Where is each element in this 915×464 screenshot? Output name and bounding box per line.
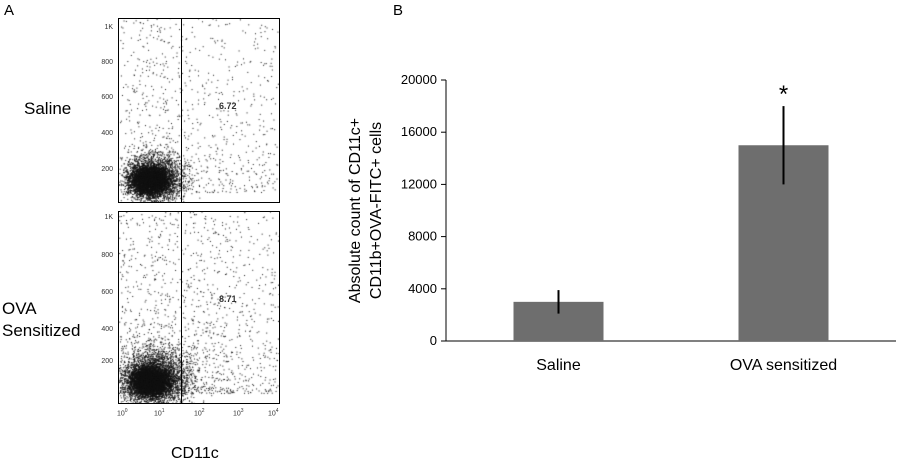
flow-x-axis-label: CD11c [171,445,219,462]
row-label-ova: OVA Sensitized [2,298,80,342]
y-tick-label: 8000 [408,229,437,244]
flow1-ytick: 200 [101,166,113,173]
flow-plot-saline: 6.72 [118,18,280,203]
row-label-line: Saline [24,99,72,118]
flow-plot-ova: 8.71 [118,211,280,404]
flow-scatter-saline [119,19,279,202]
flow1-ytick: 800 [101,59,113,66]
category-label: Saline [536,357,581,374]
flow-xtick: 102 [194,408,205,418]
flow2-ytick: 600 [101,289,113,296]
flow2-ytick: 800 [101,252,113,259]
bar-chart: 0 4000 8000 12000 16000 20000 Absolute count o… [347,72,896,374]
flow-xtick: 101 [154,408,165,418]
panel-a-letter: A [4,2,15,19]
flow-xtick: 104 [268,408,279,418]
y-tick-label: 20000 [401,72,437,87]
flow-xtick: 100 [117,408,128,418]
row-label-line: OVA [2,299,37,318]
gate-line [181,19,182,202]
y-tick-label: 12000 [401,176,437,191]
flow2-ytick: 1K [104,214,113,221]
flow1-ytick: 1K [104,24,113,31]
category-label: OVA sensitized [730,357,837,374]
gate-percent-saline: 6.72 [219,101,237,111]
gate-percent-ova: 8.71 [219,294,237,304]
row-label-line: Sensitized [2,321,81,340]
flow2-ytick: 200 [101,358,113,365]
flow-scatter-ova [119,212,279,403]
flow-xtick: 103 [233,408,244,418]
significance-marker: * [779,81,788,108]
y-tick-label: 4000 [408,281,437,296]
flow1-ytick: 600 [101,94,113,101]
panel-b-letter: B [393,2,404,19]
y-axis-label: Absolute count of CD11c+ [347,118,364,303]
y-tick-label: 0 [430,333,437,348]
flow2-ytick: 400 [101,326,113,333]
gate-line [181,212,182,403]
flow1-ytick: 400 [101,130,113,137]
y-tick-label: 16000 [401,124,437,139]
row-label-saline: Saline [24,98,71,120]
y-axis-label: CD11b+OVA-FITC+ cells [368,122,385,299]
